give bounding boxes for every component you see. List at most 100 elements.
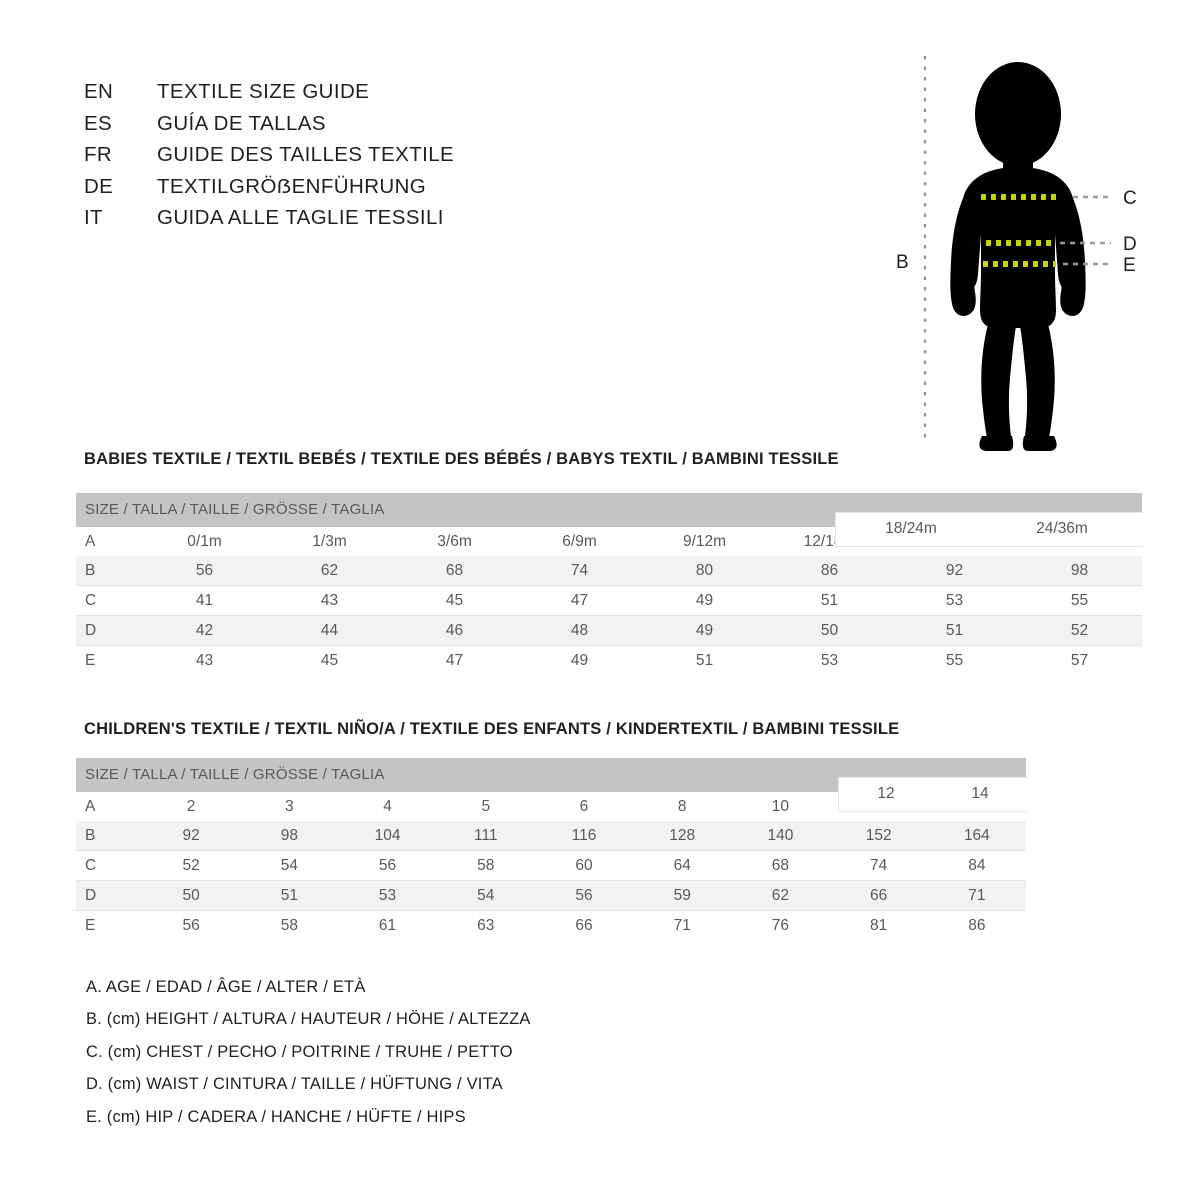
cell: 56 xyxy=(534,880,634,911)
cell: 62 xyxy=(731,880,830,911)
language-row-it: IT GUIDA ALLE TAGLIE TESSILI xyxy=(84,206,644,238)
cell: 3 xyxy=(285,797,294,815)
cell: 55 xyxy=(892,645,1017,675)
language-code-de: DE xyxy=(84,174,114,198)
cell: 98 xyxy=(1017,556,1142,586)
cell: 61 xyxy=(338,910,437,940)
row-label: E xyxy=(76,910,142,940)
children-row-a-overlay: 12 14 xyxy=(838,777,1027,812)
language-code-en: EN xyxy=(84,80,114,103)
cell: 53 xyxy=(767,645,892,675)
cell: 64 xyxy=(633,850,732,881)
cell: 54 xyxy=(240,850,339,881)
cell: 51 xyxy=(892,615,1017,646)
overlay-cell: 24/36m xyxy=(1036,520,1088,537)
language-title-block: EN TEXTILE SIZE GUIDE ES GUÍA DE TALLAS … xyxy=(84,80,644,238)
legend-item-b: B. (cm) HEIGHT / ALTURA / HAUTEUR / HÖHE… xyxy=(86,1010,531,1029)
row-label: E xyxy=(76,645,142,675)
cell: 1/3m xyxy=(312,532,347,550)
row-label: C xyxy=(76,585,142,616)
row-label: B xyxy=(76,556,142,586)
cell: 76 xyxy=(731,910,830,940)
overlay-cell: 14 xyxy=(971,785,989,802)
measurement-figure: B C D xyxy=(868,38,1168,458)
cell: 50 xyxy=(767,615,892,646)
overlay-cell: 12 xyxy=(877,785,895,802)
table-row: B 56 62 68 74 80 86 92 98 xyxy=(76,556,1142,586)
cell: 58 xyxy=(240,910,339,940)
cell: 152 xyxy=(829,821,928,851)
cell: 49 xyxy=(642,615,767,646)
cell: 86 xyxy=(927,910,1026,940)
cell: 45 xyxy=(267,645,392,675)
overlay-cell: 18/24m xyxy=(885,520,937,537)
height-label-b: B xyxy=(896,252,909,273)
row-label: D xyxy=(76,880,142,911)
cell: 92 xyxy=(892,556,1017,586)
cell: 128 xyxy=(633,821,732,851)
row-label: C xyxy=(76,850,142,881)
cell: 3/6m xyxy=(437,532,472,550)
cell: 41 xyxy=(142,585,267,616)
cell: 104 xyxy=(338,821,437,851)
cell: 56 xyxy=(142,556,267,586)
cell: 51 xyxy=(642,645,767,675)
cell: 57 xyxy=(1017,645,1142,675)
cell: 74 xyxy=(829,850,928,881)
cell: 49 xyxy=(642,585,767,616)
cell: 53 xyxy=(338,880,437,911)
table-row: D 50 51 53 54 56 59 62 66 71 xyxy=(76,880,1026,911)
cell: 71 xyxy=(633,910,732,940)
legend-item-a: A. AGE / EDAD / ÂGE / ALTER / ETÀ xyxy=(86,978,366,996)
table-row: E 56 58 61 63 66 71 76 81 86 xyxy=(76,910,1026,940)
cell: 4 xyxy=(383,797,392,815)
table-row: C 41 43 45 47 49 51 53 55 xyxy=(76,585,1142,616)
cell: 92 xyxy=(142,821,241,851)
cell: 56 xyxy=(338,850,437,881)
cell: 66 xyxy=(829,880,928,911)
cell: 52 xyxy=(142,850,241,881)
cell: 63 xyxy=(436,910,535,940)
cell: 53 xyxy=(892,585,1017,616)
table-row: C 52 54 56 58 60 64 68 74 84 xyxy=(76,850,1026,881)
language-code-fr: FR xyxy=(84,143,112,166)
language-title-it: GUIDA ALLE TAGLIE TESSILI xyxy=(157,206,444,229)
children-section-caption: CHILDREN'S TEXTILE / TEXTIL NIÑO/A / TEX… xyxy=(84,720,900,738)
cell: 46 xyxy=(392,615,517,646)
cell: 164 xyxy=(927,821,1026,851)
row-label: B xyxy=(76,821,142,851)
cell: 2 xyxy=(186,797,196,815)
language-row-es: ES GUÍA DE TALLAS xyxy=(84,112,644,144)
hip-label-e: E xyxy=(1123,255,1136,276)
cell: 81 xyxy=(829,910,928,940)
child-silhouette-diagram: B C D xyxy=(896,56,1137,451)
measurement-legend: A. AGE / EDAD / ÂGE / ALTER / ETÀ B. (cm… xyxy=(86,978,531,1140)
language-title-en: TEXTILE SIZE GUIDE xyxy=(157,80,370,103)
cell: 52 xyxy=(1017,615,1142,646)
cell: 111 xyxy=(436,821,535,851)
babies-section-caption: BABIES TEXTILE / TEXTIL BEBÉS / TEXTILE … xyxy=(84,450,839,468)
cell: 48 xyxy=(517,615,642,646)
cell: 45 xyxy=(392,585,517,616)
cell: 68 xyxy=(392,556,517,586)
language-code-es: ES xyxy=(84,111,112,135)
language-title-de: TEXTILGRÖẞENFÜHRUNG xyxy=(157,174,427,198)
cell: 10 xyxy=(771,797,790,815)
row-label: D xyxy=(76,615,142,646)
legend-item-d: D. (cm) WAIST / CINTURA / TAILLE / HÜFTU… xyxy=(86,1075,503,1094)
cell: 74 xyxy=(517,556,642,586)
language-title-fr: GUIDE DES TAILLES TEXTILE xyxy=(157,143,455,166)
cell: 8 xyxy=(677,797,687,815)
cell: 84 xyxy=(927,850,1026,881)
cell: 59 xyxy=(633,880,732,911)
cell: 66 xyxy=(534,910,634,940)
silhouette-body xyxy=(950,62,1086,451)
cell: 58 xyxy=(436,850,535,881)
cell: 71 xyxy=(927,880,1026,911)
cell: 42 xyxy=(142,615,267,646)
cell: 6 xyxy=(579,797,589,815)
language-code-it: IT xyxy=(84,206,103,229)
row-label: A xyxy=(85,532,96,550)
row-label: A xyxy=(85,797,96,815)
cell: 0/1m xyxy=(187,532,222,550)
